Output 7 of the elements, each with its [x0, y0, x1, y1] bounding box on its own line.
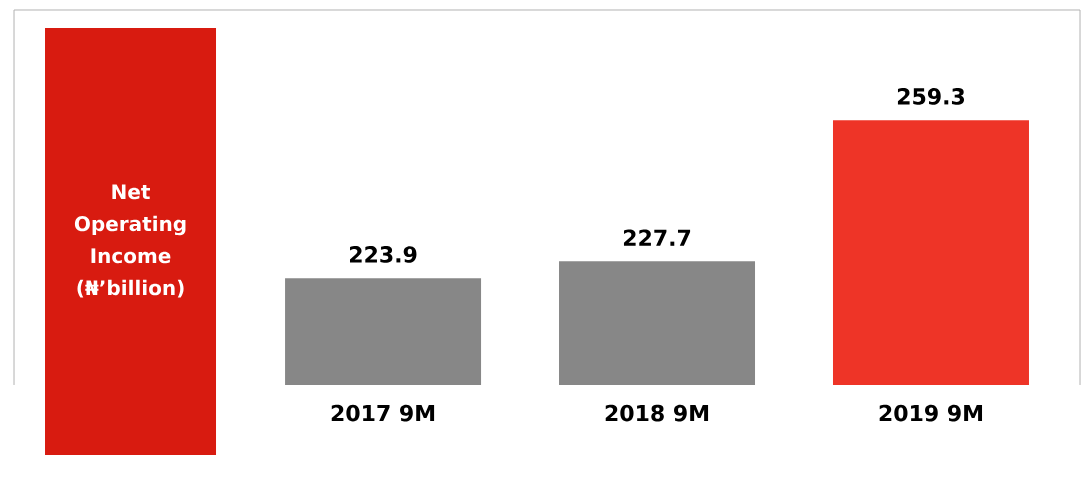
y-axis-title: Net Operating Income (₦’billion)	[74, 184, 186, 298]
data-label: 227.7	[623, 229, 691, 246]
data-label: 259.3	[897, 88, 965, 105]
x-tick-label: 2019 9M	[879, 404, 983, 422]
x-tick-label: 2018 9M	[605, 404, 709, 422]
data-label: 223.9	[350, 246, 417, 263]
x-tick-label: 2017 9M	[331, 404, 435, 422]
